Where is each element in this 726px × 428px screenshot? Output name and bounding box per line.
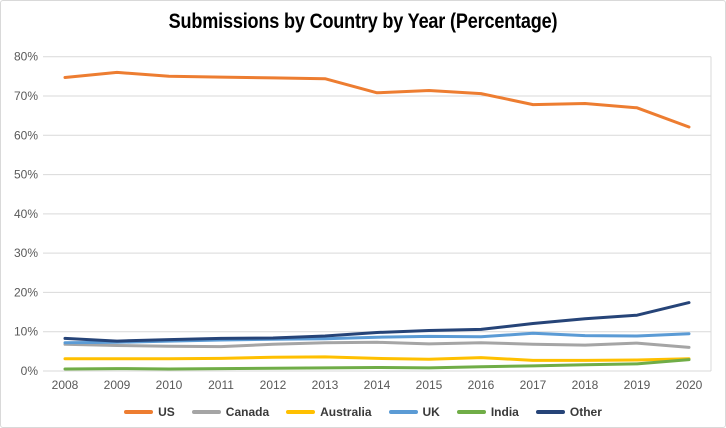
y-axis-tick-label: 0% — [21, 364, 39, 378]
x-axis-tick-label: 2019 — [624, 378, 651, 392]
legend-label-india: India — [490, 405, 519, 419]
legend-item-us: US — [124, 405, 175, 419]
series-line-us — [63, 70, 691, 129]
legend-item-canada: Canada — [191, 405, 270, 419]
x-axis-tick-label: 2015 — [416, 378, 443, 392]
series-lines — [63, 70, 691, 371]
y-axis-tick-label: 30% — [14, 246, 38, 260]
legend-label-canada: Canada — [225, 405, 270, 419]
legend-swatch-australia — [286, 410, 316, 414]
legend-swatch-us — [124, 410, 154, 414]
x-axis-tick-label: 2012 — [260, 378, 287, 392]
legend-item-australia: Australia — [286, 405, 372, 419]
series-line-other — [63, 301, 691, 343]
chart-title: Submissions by Country by Year (Percenta… — [1, 8, 725, 36]
x-axis-labels: 2008 2009 2010 2011 2012 2013 2014 2015 2016 2017… — [52, 378, 703, 392]
y-axis-tick-label: 40% — [14, 207, 38, 221]
legend-item-other: Other — [535, 405, 602, 419]
legend-label-uk: UK — [422, 405, 440, 419]
series-line-india — [63, 358, 691, 371]
y-axis-tick-label: 50% — [14, 168, 38, 182]
legend: US Canada Australia UK India Other — [1, 405, 725, 419]
y-axis-tick-label: 70% — [14, 89, 38, 103]
y-axis-tick-label: 80% — [14, 50, 38, 64]
gridlines — [43, 56, 712, 372]
x-axis-tick-label: 2013 — [312, 378, 339, 392]
x-axis-tick-label: 2011 — [208, 378, 234, 392]
x-axis-tick-label: 2018 — [572, 378, 599, 392]
legend-label-us: US — [158, 405, 175, 419]
legend-swatch-india — [456, 410, 486, 414]
y-axis-tick-label: 20% — [14, 285, 38, 299]
series-line-australia — [63, 355, 691, 362]
x-axis-tick-label: 2014 — [364, 378, 391, 392]
y-axis-tick-label: 60% — [14, 128, 38, 142]
legend-swatch-uk — [388, 410, 418, 414]
x-axis-tick-label: 2016 — [468, 378, 495, 392]
x-axis-tick-label: 2020 — [676, 378, 703, 392]
x-axis-tick-label: 2009 — [104, 378, 131, 392]
y-axis-tick-label: 10% — [14, 325, 38, 339]
legend-label-australia: Australia — [320, 405, 372, 419]
y-axis-labels: 0% 10% 20% 30% 40% 50% 60% 70% 80% — [14, 50, 38, 378]
chart-title-text: Submissions by Country by Year (Percenta… — [168, 10, 558, 33]
legend-item-uk: UK — [388, 405, 440, 419]
x-axis-tick-label: 2008 — [52, 378, 79, 392]
x-axis-tick-label: 2017 — [520, 378, 547, 392]
legend-label-other: Other — [569, 405, 602, 419]
legend-swatch-other — [535, 410, 565, 414]
series-line-canada — [63, 340, 691, 349]
legend-item-india: India — [456, 405, 519, 419]
legend-swatch-canada — [191, 410, 221, 414]
x-axis-tick-label: 2010 — [156, 378, 183, 392]
